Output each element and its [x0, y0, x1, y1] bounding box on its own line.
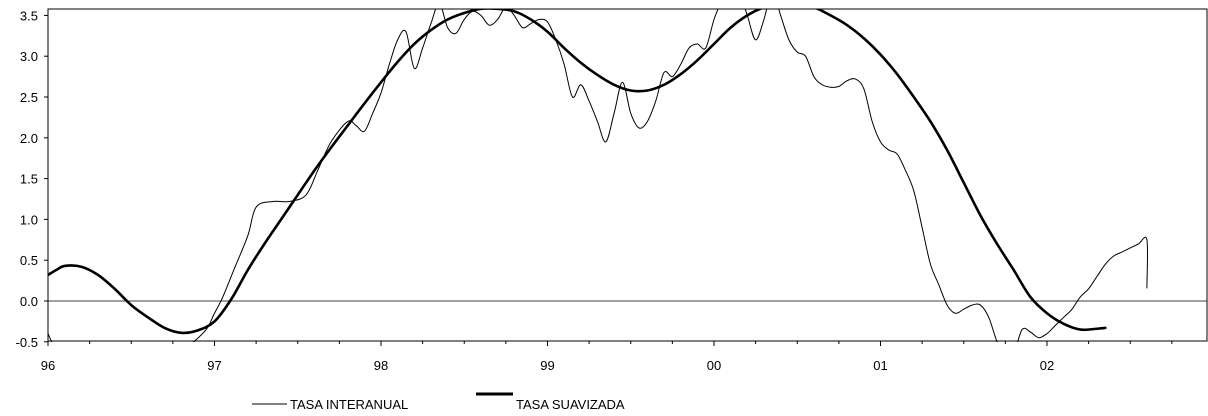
y-tick-label: 3.0	[20, 49, 38, 64]
x-tick-label: 96	[41, 358, 55, 373]
y-tick-label: 0.5	[20, 253, 38, 268]
legend: TASA INTERANUAL TASA SUAVIZADA	[252, 392, 625, 412]
y-tick-label: 2.5	[20, 90, 38, 105]
x-tick-label: 01	[873, 358, 887, 373]
x-tick-label: 02	[1040, 358, 1054, 373]
legend-label-interanual: TASA INTERANUAL	[290, 397, 408, 412]
y-tick-label: 2.0	[20, 131, 38, 146]
y-axis: 3.5 3.0 2.5 2.0 1.5 1.0 0.5 0.0 -0.5	[16, 8, 48, 350]
y-tick-label: -0.5	[16, 335, 38, 350]
x-axis: 96 97 98 99 00 01 02	[41, 341, 1173, 373]
x-tick-label: 00	[707, 358, 721, 373]
y-tick-label: 0.0	[20, 294, 38, 309]
legend-label-suavizada: TASA SUAVIZADA	[516, 397, 625, 412]
x-tick-label: 97	[207, 358, 221, 373]
y-tick-label: 3.5	[20, 8, 38, 23]
y-tick-label: 1.5	[20, 172, 38, 187]
x-tick-label: 98	[374, 358, 388, 373]
series-line-tasa-suavizada	[48, 9, 1107, 335]
y-tick-label: 1.0	[20, 212, 38, 227]
series-layer	[48, 9, 1149, 342]
x-tick-label: 99	[540, 358, 554, 373]
plot-area	[47, 8, 1208, 342]
